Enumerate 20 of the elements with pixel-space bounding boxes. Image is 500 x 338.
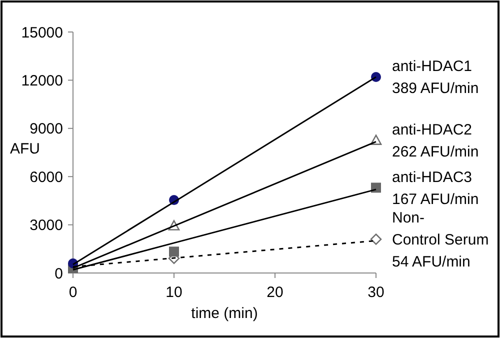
series-label: anti-HDAC3 bbox=[392, 168, 472, 186]
x-tick-label: 20 bbox=[266, 284, 284, 301]
y-tick-label: 15000 bbox=[21, 24, 63, 42]
y-tick-label: 6000 bbox=[30, 168, 63, 186]
x-tick-label: 30 bbox=[368, 284, 384, 301]
x-axis-title: time (min) bbox=[191, 305, 258, 322]
text: 262 AFU/min bbox=[392, 144, 479, 161]
text: 389 AFU/min bbox=[392, 80, 479, 98]
y-tick-label: 9000 bbox=[30, 120, 63, 138]
y-tick-label: 12000 bbox=[21, 72, 63, 90]
y-axis-title: AFU bbox=[10, 140, 40, 158]
series-label: Non- Control Serum bbox=[392, 210, 489, 249]
x-tick-label: 10 bbox=[166, 284, 182, 301]
text: 167 AFU/min bbox=[392, 190, 479, 208]
series-label: anti-HDAC1 bbox=[392, 58, 472, 76]
y-tick-label: 0 bbox=[54, 265, 63, 282]
series-label: anti-HDAC2 bbox=[392, 122, 472, 139]
y-tick-label: 3000 bbox=[30, 217, 63, 234]
text: 54 AFU/min bbox=[392, 254, 470, 271]
x-tick-label: 0 bbox=[68, 284, 78, 301]
